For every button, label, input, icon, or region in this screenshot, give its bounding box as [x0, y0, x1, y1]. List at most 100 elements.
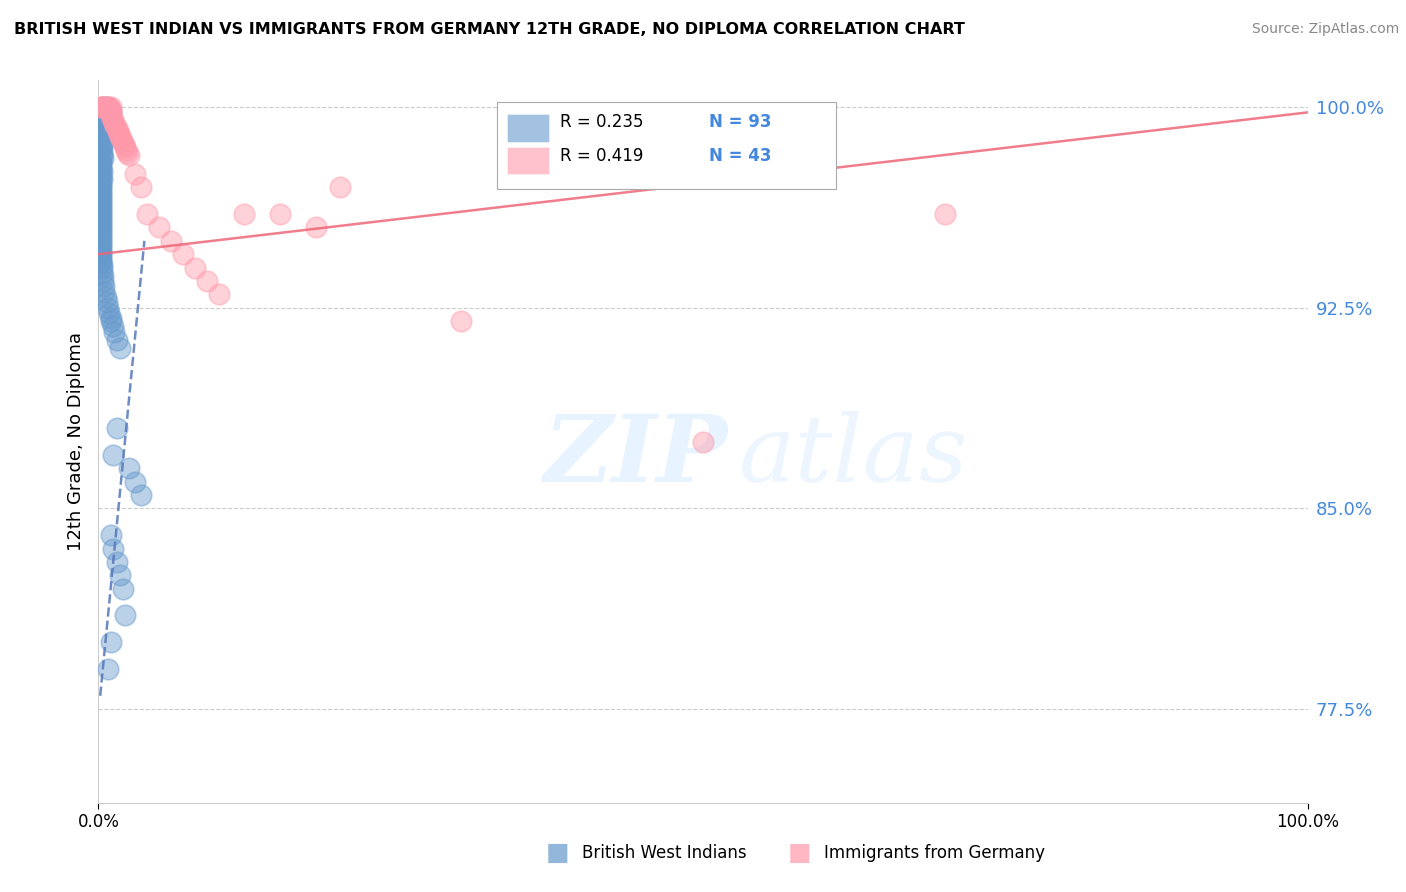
Point	[232, 207, 254, 221]
Point	[91, 100, 114, 114]
Text: Source: ZipAtlas.com: Source: ZipAtlas.com	[1251, 22, 1399, 37]
Point	[108, 341, 131, 355]
Point	[90, 153, 112, 168]
Point	[93, 279, 115, 293]
Point	[90, 236, 112, 251]
Text: ZIP: ZIP	[543, 411, 727, 501]
Y-axis label: 12th Grade, No Diploma: 12th Grade, No Diploma	[66, 332, 84, 551]
Point	[118, 461, 141, 475]
Point	[91, 135, 114, 149]
Point	[97, 100, 120, 114]
Point	[105, 121, 128, 136]
Point	[305, 220, 328, 235]
Point	[91, 111, 114, 125]
Point	[124, 475, 146, 489]
Point	[90, 100, 112, 114]
Point	[90, 194, 112, 208]
Text: R = 0.419: R = 0.419	[561, 147, 644, 165]
Point	[101, 448, 124, 462]
Text: British West Indians: British West Indians	[582, 845, 747, 863]
Point	[104, 119, 127, 133]
Point	[208, 287, 231, 301]
Point	[101, 319, 124, 334]
Point	[90, 161, 112, 176]
Point	[114, 608, 136, 623]
Point	[90, 220, 112, 235]
Point	[269, 207, 291, 221]
Point	[90, 156, 112, 170]
Point	[100, 105, 122, 120]
Point	[97, 662, 120, 676]
Point	[90, 252, 112, 267]
Point	[90, 207, 112, 221]
Point	[90, 223, 112, 237]
Point	[94, 290, 117, 304]
Point	[90, 239, 112, 253]
Point	[91, 132, 114, 146]
Point	[91, 258, 114, 272]
Point	[329, 180, 352, 194]
Point	[94, 100, 117, 114]
FancyBboxPatch shape	[508, 147, 550, 174]
Point	[98, 103, 121, 117]
Point	[129, 488, 152, 502]
Point	[108, 127, 131, 141]
Point	[90, 255, 112, 269]
Text: atlas: atlas	[740, 411, 969, 501]
Point	[90, 169, 112, 184]
Point	[100, 105, 122, 120]
Point	[934, 207, 956, 221]
Point	[103, 116, 125, 130]
Point	[105, 421, 128, 435]
Point	[91, 116, 114, 130]
Point	[91, 119, 114, 133]
Point	[111, 135, 134, 149]
Point	[100, 314, 122, 328]
Text: N = 43: N = 43	[709, 147, 772, 165]
Point	[90, 188, 112, 202]
Point	[90, 228, 112, 243]
Point	[91, 268, 114, 283]
Point	[96, 100, 118, 114]
Point	[90, 137, 112, 152]
Point	[91, 129, 114, 144]
Point	[101, 113, 124, 128]
Point	[97, 301, 120, 315]
Point	[108, 129, 131, 144]
Point	[91, 266, 114, 280]
Point	[91, 145, 114, 160]
Text: R = 0.235: R = 0.235	[561, 113, 644, 131]
Point	[93, 127, 115, 141]
Text: Immigrants from Germany: Immigrants from Germany	[824, 845, 1045, 863]
Point	[195, 274, 218, 288]
Point	[117, 145, 139, 160]
Point	[103, 325, 125, 339]
Point	[90, 143, 112, 157]
Point	[90, 178, 112, 192]
Point	[93, 285, 115, 299]
Point	[100, 103, 122, 117]
Point	[90, 215, 112, 229]
Text: ■: ■	[787, 841, 811, 865]
Point	[100, 111, 122, 125]
Point	[91, 172, 114, 186]
Point	[91, 260, 114, 275]
Point	[90, 183, 112, 197]
Text: N = 93: N = 93	[709, 113, 772, 131]
Point	[96, 295, 118, 310]
Point	[90, 212, 112, 227]
Text: BRITISH WEST INDIAN VS IMMIGRANTS FROM GERMANY 12TH GRADE, NO DIPLOMA CORRELATIO: BRITISH WEST INDIAN VS IMMIGRANTS FROM G…	[14, 22, 965, 37]
Point	[90, 159, 112, 173]
Point	[108, 568, 131, 582]
Point	[101, 541, 124, 556]
Point	[135, 207, 157, 221]
Point	[90, 244, 112, 259]
Point	[90, 218, 112, 232]
Point	[160, 234, 183, 248]
Point	[450, 314, 472, 328]
Point	[112, 137, 135, 152]
Point	[98, 306, 121, 320]
Point	[91, 148, 114, 162]
Point	[114, 140, 136, 154]
Point	[91, 140, 114, 154]
